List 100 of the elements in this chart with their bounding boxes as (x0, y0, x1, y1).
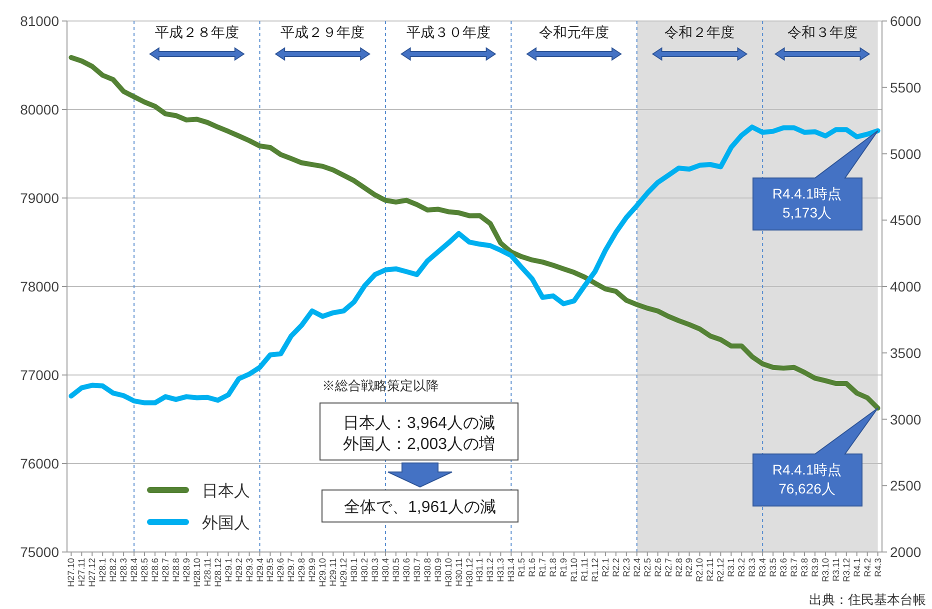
ref-line-label: 平成３０年度 (406, 24, 490, 40)
x-tick-label: R3.11 (830, 558, 841, 582)
x-tick-label: H30.5 (390, 558, 401, 582)
annotation: R4.4.1時点 5,173人 (772, 186, 842, 220)
x-tick-label: H28.4 (129, 558, 140, 582)
x-tick-label: R1.6 (527, 558, 538, 578)
y2-tick-label: 3000 (890, 411, 922, 428)
y2-tick-label: 3500 (890, 344, 922, 361)
x-tick-label: H30.6 (401, 558, 412, 582)
x-tick-label: R3.1 (726, 558, 736, 578)
y-tick-label: 79000 (20, 190, 60, 206)
x-tick-label: R2.12 (716, 558, 726, 582)
x-tick-label: R1.11 (579, 558, 590, 582)
x-tick-label: R1.8 (548, 558, 558, 578)
x-tick-label: R2.8 (674, 558, 684, 578)
x-tick-label: R2.5 (642, 558, 652, 578)
x-tick-label: H29.11 (328, 558, 338, 586)
x-tick-label: H28.9 (181, 558, 192, 582)
x-tick-label: R3.6 (778, 558, 789, 578)
x-tick-label: H28.7 (160, 558, 170, 582)
annotation: 日本人：3,964人の減 (342, 414, 496, 432)
x-tick-label: R2.2 (610, 558, 621, 578)
annotation: 全体で、1,961人の減 (344, 498, 496, 516)
x-tick-label: H31.3 (496, 558, 506, 582)
ref-line-label: 令和３年度 (787, 24, 858, 40)
x-tick-label: H30.11 (454, 558, 464, 586)
ref-line-label: 平成２９年度 (280, 24, 365, 40)
legend-label: 日本人 (202, 482, 250, 500)
y2-tick-label: 5500 (890, 79, 922, 96)
x-tick-label: H29.10 (318, 558, 328, 588)
x-tick-label: R3.10 (820, 558, 830, 582)
source-note: 出典：住民基本台帳 (809, 592, 926, 607)
y-tick-label: 77000 (20, 367, 60, 383)
x-tick-label: H28.11 (202, 558, 212, 586)
x-tick-label: H29.1 (223, 558, 234, 582)
x-tick-label: H28.8 (170, 558, 181, 582)
x-tick-label: R4.1 (852, 558, 862, 578)
x-tick-label: R3.3 (747, 558, 758, 578)
x-tick-label: H28.1 (98, 558, 108, 582)
x-tick-label: H30.12 (464, 558, 474, 588)
x-tick-label: H28.12 (212, 558, 223, 588)
x-tick-label: H29.5 (265, 558, 276, 582)
x-tick-label: H27.12 (87, 558, 98, 588)
y-tick-label: 80000 (20, 102, 60, 118)
annotation: R4.4.1時点 76,626人 (772, 462, 842, 496)
x-tick-label: H30.2 (360, 558, 370, 582)
ref-line-label: 平成２８年度 (154, 24, 239, 40)
x-tick-label: R2.7 (663, 558, 674, 578)
x-tick-label: H29.3 (244, 558, 254, 582)
ref-line-label: 令和元年度 (539, 24, 610, 40)
x-tick-label: H28.3 (118, 558, 129, 582)
y2-tick-label: 6000 (890, 13, 922, 29)
y2-tick-label: 4500 (890, 212, 922, 228)
ref-line-label: 令和２年度 (664, 24, 735, 40)
x-tick-label: R4.2 (862, 558, 872, 578)
x-tick-label: R3.8 (799, 558, 810, 578)
x-tick-label: R4.3 (872, 558, 883, 578)
x-tick-label: H28.2 (108, 558, 118, 582)
x-tick-label: H28.6 (150, 558, 160, 582)
x-tick-label: H29.7 (286, 558, 296, 582)
x-tick-label: R2.11 (705, 558, 716, 582)
y2-tick-label: 2000 (890, 544, 922, 560)
x-tick-label: H29.9 (307, 558, 318, 582)
x-tick-label: H29.8 (296, 558, 307, 582)
x-tick-label: R1.12 (590, 558, 600, 582)
annotation: ※総合戦略策定以降 (322, 378, 439, 393)
x-tick-label: H30.8 (422, 558, 432, 582)
x-tick-label: H29.12 (338, 558, 349, 588)
legend-label: 外国人 (202, 515, 250, 532)
y-tick-label: 78000 (20, 278, 60, 294)
x-tick-label: R2.4 (632, 558, 642, 578)
x-tick-label: H28.5 (140, 558, 150, 582)
x-tick-label: R3.7 (789, 558, 800, 578)
x-tick-label: R2.10 (694, 558, 705, 582)
y-tick-label: 81000 (20, 13, 60, 29)
x-tick-label: H30.4 (380, 558, 390, 582)
x-tick-label: R3.4 (758, 558, 768, 578)
annotation: 外国人：2,003人の増 (342, 435, 496, 453)
x-tick-label: H28.10 (192, 558, 202, 588)
y-tick-label: 75000 (20, 544, 60, 560)
y-tick-label: 76000 (20, 456, 60, 472)
x-tick-label: R2.9 (684, 558, 694, 578)
x-tick-label: R2.6 (652, 558, 663, 578)
x-tick-label: H30.7 (412, 558, 422, 582)
x-tick-label: R1.9 (558, 558, 569, 578)
x-tick-label: R3.2 (736, 558, 747, 578)
x-tick-label: H30.9 (432, 558, 443, 582)
y2-tick-label: 5000 (890, 146, 922, 162)
x-tick-label: H30.3 (370, 558, 380, 582)
x-tick-label: R1.10 (569, 558, 580, 582)
x-tick-label: R2.3 (621, 558, 632, 578)
x-tick-label: R3.5 (768, 558, 778, 578)
x-tick-label: H29.2 (234, 558, 244, 582)
y2-tick-label: 4000 (890, 278, 922, 294)
x-tick-label: H30.10 (443, 558, 454, 588)
y2-tick-label: 2500 (890, 478, 922, 494)
x-tick-label: R3.12 (841, 558, 852, 582)
x-tick-label: H31.4 (506, 558, 516, 582)
x-tick-label: H30.1 (349, 558, 360, 582)
x-tick-label: R3.9 (810, 558, 820, 578)
